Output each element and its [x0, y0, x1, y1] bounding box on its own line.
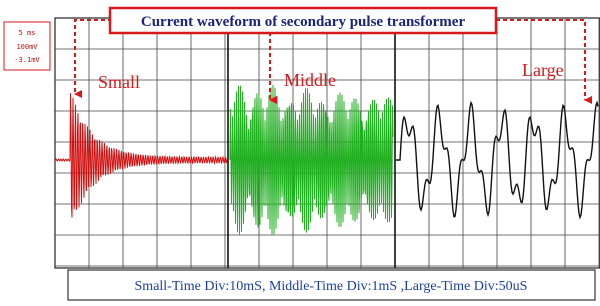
caption: Small-Time Div:10mS, Middle-Time Div:1mS…	[135, 279, 528, 294]
panel-label: Middle	[284, 70, 336, 90]
title: Current waveform of secondary pulse tran…	[141, 14, 466, 30]
scope-label: 100mV	[16, 43, 38, 51]
panel-label: Small	[98, 72, 140, 92]
scope-label: 5 ms	[19, 29, 36, 37]
scope-label: -3.1mV	[14, 56, 40, 64]
figure: 5 ms 100mV -3.1mV Current waveform of se…	[0, 0, 600, 306]
panel-label: Large	[522, 60, 564, 80]
